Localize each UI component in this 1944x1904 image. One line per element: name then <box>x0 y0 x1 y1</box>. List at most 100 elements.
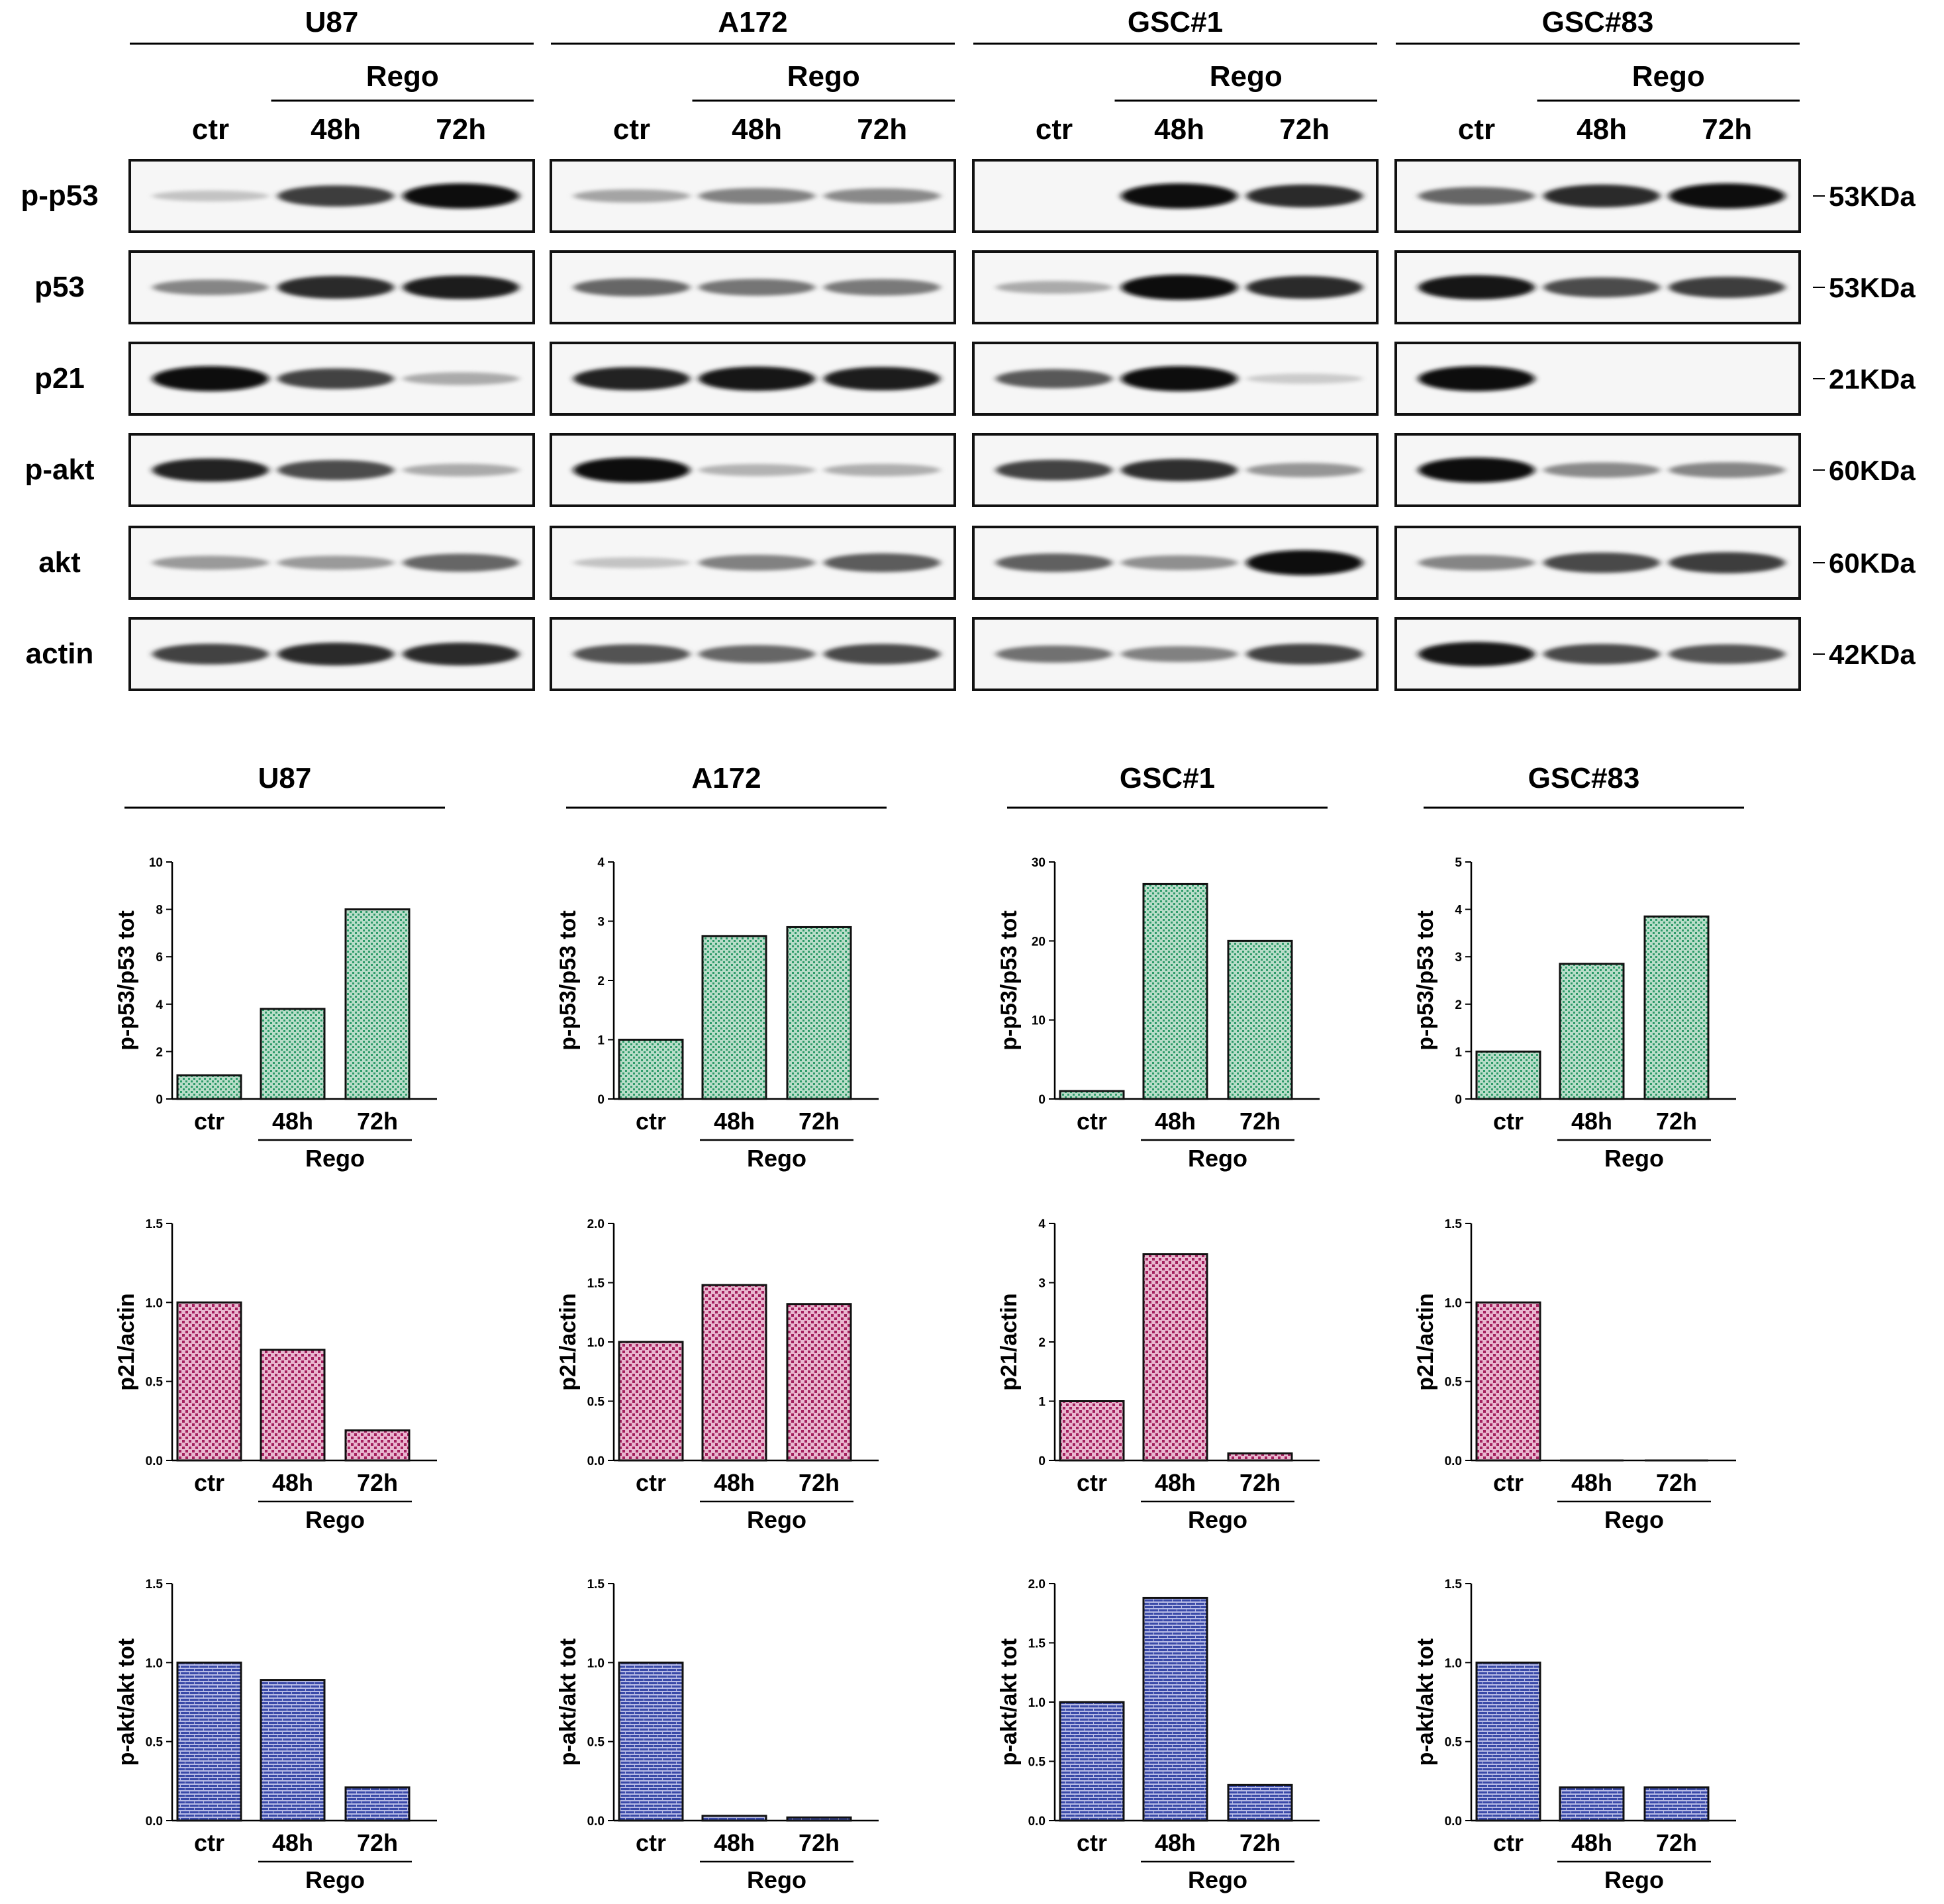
blot-band <box>1418 275 1535 300</box>
x-tick-label: ctr <box>1077 1469 1107 1496</box>
x-tick-label: 48h <box>1571 1108 1612 1135</box>
x-tick-label: ctr <box>636 1108 666 1135</box>
blot-band <box>573 367 690 391</box>
blot-band <box>996 553 1112 572</box>
bar <box>1059 1090 1125 1100</box>
x-tick-label: 72h <box>799 1108 840 1135</box>
y-tick-label: 1.5 <box>587 1277 605 1291</box>
blot-band <box>1246 463 1363 477</box>
blot-band <box>996 369 1112 389</box>
group-label: Rego <box>305 1866 365 1893</box>
chart-panel-title: A172 <box>691 762 761 794</box>
blot-band <box>277 555 395 570</box>
blot-band <box>277 185 395 207</box>
bar <box>701 935 767 1100</box>
bar <box>1142 1253 1208 1462</box>
blot-band <box>573 644 690 664</box>
group-label: Rego <box>305 1145 365 1172</box>
bar <box>344 908 411 1100</box>
blot-treatment-label: Rego <box>1632 60 1705 93</box>
blot-band <box>824 463 941 477</box>
bar <box>260 1349 326 1462</box>
bar-chart: 0 2 4 6 8 10 p-p53/p53 tot ctr 48h 72h Rego <box>114 856 437 1172</box>
y-tick-label: 1.5 <box>146 1217 164 1231</box>
y-tick-label: 1.0 <box>1445 1296 1462 1310</box>
y-tick-label: 0.0 <box>1028 1815 1045 1829</box>
y-axis-label: p21/actin <box>114 1293 139 1390</box>
blot-band <box>1418 366 1535 391</box>
x-tick-label: ctr <box>1493 1108 1524 1135</box>
y-tick-label: 10 <box>1032 1014 1045 1028</box>
blot-treatment-label: Rego <box>787 60 860 93</box>
y-tick-label: 0.5 <box>587 1396 605 1409</box>
y-tick-label: 1.5 <box>1445 1578 1463 1592</box>
y-axis-label: p-akt/akt tot <box>114 1639 139 1766</box>
x-tick-label: ctr <box>636 1469 666 1496</box>
blot-band <box>1543 643 1661 665</box>
group-label: Rego <box>1604 1506 1664 1533</box>
blot-protein-label: p-p53 <box>21 179 98 212</box>
blot-band <box>1543 552 1661 573</box>
bar <box>618 1039 684 1100</box>
blot-band <box>996 645 1112 663</box>
y-tick-label: 1.0 <box>587 1656 605 1670</box>
y-tick-label: 2 <box>156 1045 163 1059</box>
blot-marker-label: 53KDa <box>1829 272 1916 303</box>
y-tick-label: 0.5 <box>1445 1736 1463 1750</box>
blot-band <box>573 278 690 297</box>
x-tick-label: 72h <box>357 1108 398 1135</box>
blot-band <box>1669 183 1786 209</box>
group-label: Rego <box>1604 1866 1664 1893</box>
blot-band <box>1246 373 1363 384</box>
blot-lane-label: ctr <box>1036 113 1073 146</box>
blot-marker-label: 53KDa <box>1829 181 1916 212</box>
x-tick-label: 72h <box>1656 1108 1697 1135</box>
blot-band <box>699 645 816 663</box>
blot-lane-label: 48h <box>1154 113 1204 146</box>
bar <box>786 1303 852 1462</box>
y-axis-label: p21/actin <box>1413 1293 1438 1390</box>
blot-band <box>1121 555 1238 571</box>
blot-band <box>699 554 816 571</box>
y-tick-label: 0 <box>156 1093 163 1107</box>
x-tick-label: 72h <box>799 1469 840 1496</box>
group-label: Rego <box>1188 1866 1247 1893</box>
x-tick-label: 48h <box>1571 1469 1612 1496</box>
blot-band <box>1669 644 1786 664</box>
blot-band <box>152 279 269 295</box>
bar <box>176 1301 242 1462</box>
blot-band <box>277 459 395 481</box>
x-tick-label: 48h <box>714 1469 755 1496</box>
blot-band <box>824 643 941 665</box>
bar <box>701 1284 767 1462</box>
y-axis-label: p21/actin <box>556 1293 581 1390</box>
group-label: Rego <box>1188 1145 1247 1172</box>
y-tick-label: 1.5 <box>1028 1637 1046 1651</box>
y-tick-label: 1.0 <box>587 1336 605 1350</box>
blot-band <box>1543 462 1661 478</box>
blot-marker-label: 60KDa <box>1829 547 1916 579</box>
group-label: Rego <box>1604 1145 1664 1172</box>
y-tick-label: 6 <box>156 951 163 965</box>
blot-lane-label: 72h <box>1279 113 1330 146</box>
x-tick-label: 72h <box>1239 1829 1281 1856</box>
y-tick-label: 1.0 <box>146 1656 163 1670</box>
blot-band <box>1121 459 1238 481</box>
bar <box>1559 963 1625 1100</box>
blot-band <box>996 459 1112 481</box>
y-tick-label: 0.5 <box>587 1736 605 1750</box>
bar <box>618 1341 684 1462</box>
blot-lane-label: ctr <box>1458 113 1495 146</box>
bar-chart: 0.0 0.5 1.0 1.5 2.0 p21/actin ctr 48h 72h Rego <box>556 1217 879 1533</box>
blot-band <box>824 279 941 296</box>
y-tick-label: 5 <box>1455 856 1462 870</box>
blot-band <box>277 368 395 389</box>
blot-protein-label: p53 <box>34 271 85 303</box>
y-tick-label: 30 <box>1032 856 1045 870</box>
y-tick-label: 4 <box>1455 904 1462 918</box>
y-tick-label: 1.5 <box>587 1578 605 1592</box>
x-tick-label: 48h <box>714 1829 755 1856</box>
bar <box>1559 1786 1625 1822</box>
bar <box>1643 1786 1710 1822</box>
y-tick-label: 1 <box>1455 1045 1462 1059</box>
